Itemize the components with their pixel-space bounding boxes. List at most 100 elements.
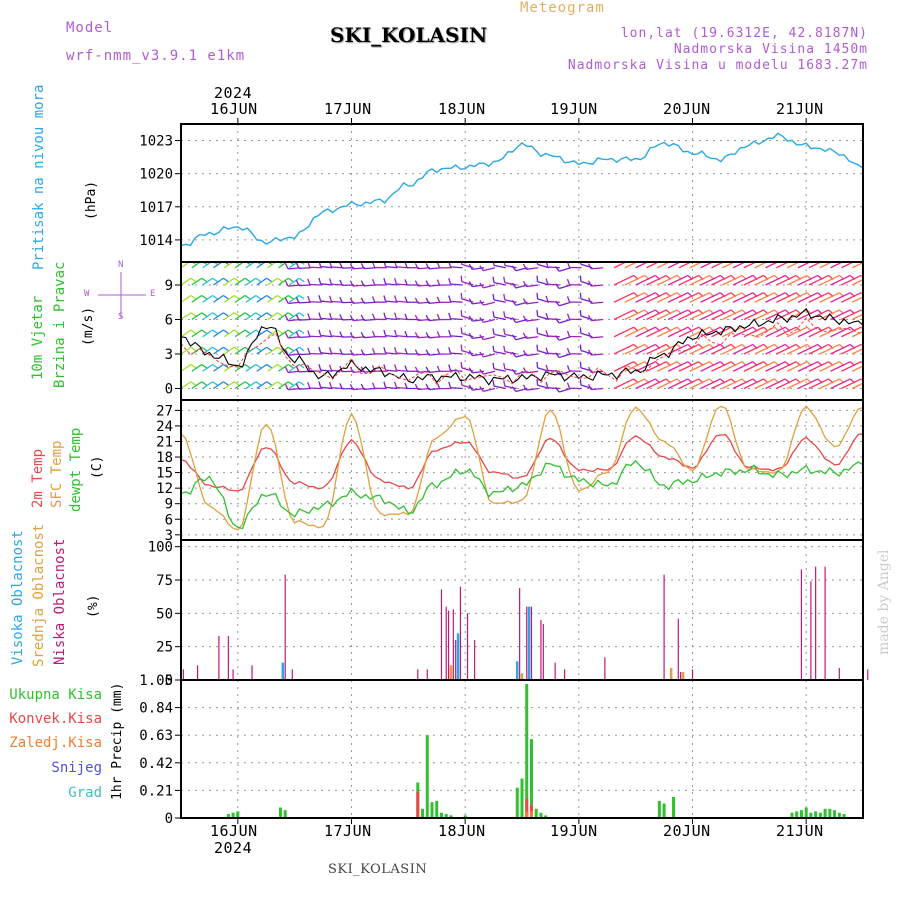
y-tick-label: 27: [156, 403, 173, 419]
wind-barb-flag: [266, 381, 273, 386]
wind-barb-flag: [503, 380, 506, 387]
wind-barb-flag: [244, 363, 251, 369]
wind-speed-line: [180, 307, 864, 386]
wind-barb-flag: [244, 381, 251, 386]
wind-barb-flag: [479, 282, 484, 289]
wind-barb: [559, 267, 571, 272]
wind-barb: [613, 378, 635, 390]
wind-barb: [450, 352, 463, 355]
wind-barb: [646, 326, 667, 338]
wind-barb: [841, 343, 862, 355]
wind-barb-flag: [371, 330, 376, 337]
wind-barb-flag: [223, 312, 229, 317]
wind-barb-flag: [383, 295, 387, 302]
wind-barb: [483, 318, 496, 324]
wind-barb-flag: [872, 362, 876, 366]
wind-barb-flag: [536, 361, 539, 368]
wind-barb-flag: [298, 381, 305, 386]
wind-barb-flag: [284, 280, 289, 287]
wind-barb: [786, 343, 808, 355]
wind-barb: [765, 343, 786, 355]
wind-barb-flag: [436, 365, 441, 372]
wind-barb: [830, 292, 851, 303]
wind-barb-flag: [190, 277, 197, 283]
y-tick-label: 21: [156, 434, 173, 450]
wind-barb-flag: [860, 326, 863, 330]
wind-barb-flag: [383, 364, 387, 371]
wind-barb-flag: [339, 331, 343, 338]
wind-barb: [537, 281, 550, 286]
wind-barb-flag: [479, 317, 484, 323]
wind-barb: [808, 292, 829, 303]
wind-barb: [743, 309, 765, 321]
wind-barb: [213, 329, 224, 338]
wind-barb-flag: [318, 329, 322, 336]
top-date-20: 20JUN: [663, 100, 711, 118]
wind-barb: [223, 277, 235, 286]
wind-barb-flag: [448, 278, 452, 285]
wind-barb-flag: [360, 331, 365, 338]
wind-barb-flag: [383, 346, 387, 354]
wind-barb: [320, 369, 333, 372]
wind-barb: [635, 378, 656, 390]
wind-barb-flag: [460, 327, 463, 334]
wind-barb: [667, 361, 689, 372]
wind-barb: [385, 386, 398, 390]
wind-barb-flag: [425, 263, 430, 270]
wind-barb: [526, 284, 539, 288]
wind-barb: [667, 274, 689, 286]
wind-barb: [450, 317, 463, 321]
wind-barb-flag: [492, 380, 495, 387]
wind-barb-flag: [295, 366, 300, 373]
wind-barb-flag: [492, 293, 495, 300]
top-date-16: 16JUN: [210, 100, 258, 118]
wind-barb: [657, 378, 678, 390]
wind-barb-flag: [555, 266, 560, 272]
wind-barb-flag: [360, 297, 365, 304]
wind-barb: [450, 300, 463, 303]
wind-barb: [635, 326, 656, 338]
precip-total-bar: [421, 808, 425, 818]
wind-barb-flag: [284, 263, 289, 270]
wind-barb: [526, 336, 539, 339]
wind-barb: [483, 284, 496, 289]
wind-barb-flag: [307, 382, 311, 389]
wind-barb: [181, 294, 192, 303]
wind-barb: [298, 284, 311, 287]
wind-barb-flag: [255, 346, 262, 352]
wind-barb: [721, 378, 743, 390]
y-tick-label: 100: [148, 540, 173, 556]
wind-barb-flag: [503, 311, 506, 318]
wind-barb-flag: [522, 384, 527, 391]
wind-barb: [298, 336, 311, 339]
wind-barb-flag: [425, 332, 430, 339]
wind-barb-flag: [872, 327, 876, 331]
wind-barb: [786, 361, 808, 372]
wind-barb: [298, 387, 311, 390]
wind-barb: [363, 336, 376, 339]
wind-barb-flag: [883, 362, 887, 366]
wind-barb: [765, 309, 786, 321]
wind-barb: [819, 378, 840, 390]
wind-barb-flag: [284, 315, 289, 321]
wind-barb: [450, 369, 463, 372]
wind-barb: [504, 264, 517, 269]
wind-barb: [493, 316, 506, 321]
wind-barb: [320, 317, 333, 321]
wind-barb-flag: [414, 297, 419, 304]
wind-barb-flag: [468, 263, 473, 270]
wind-barb: [797, 274, 819, 286]
bottom-date-20: 20JUN: [663, 822, 711, 840]
wind-barb: [711, 274, 732, 286]
bottom-date-19: 19JUN: [550, 822, 598, 840]
y-tick-label: 0: [165, 811, 173, 827]
wind-barb-flag: [448, 381, 452, 388]
wind-barb: [547, 283, 560, 286]
wind-barb: [776, 326, 797, 338]
wind-barb-flag: [468, 350, 473, 356]
wind-barb-flag: [545, 278, 549, 285]
wind-barb: [309, 301, 322, 303]
wind-barb-flag: [492, 362, 495, 369]
wind-barb: [754, 309, 775, 321]
wind-barb: [396, 335, 409, 338]
